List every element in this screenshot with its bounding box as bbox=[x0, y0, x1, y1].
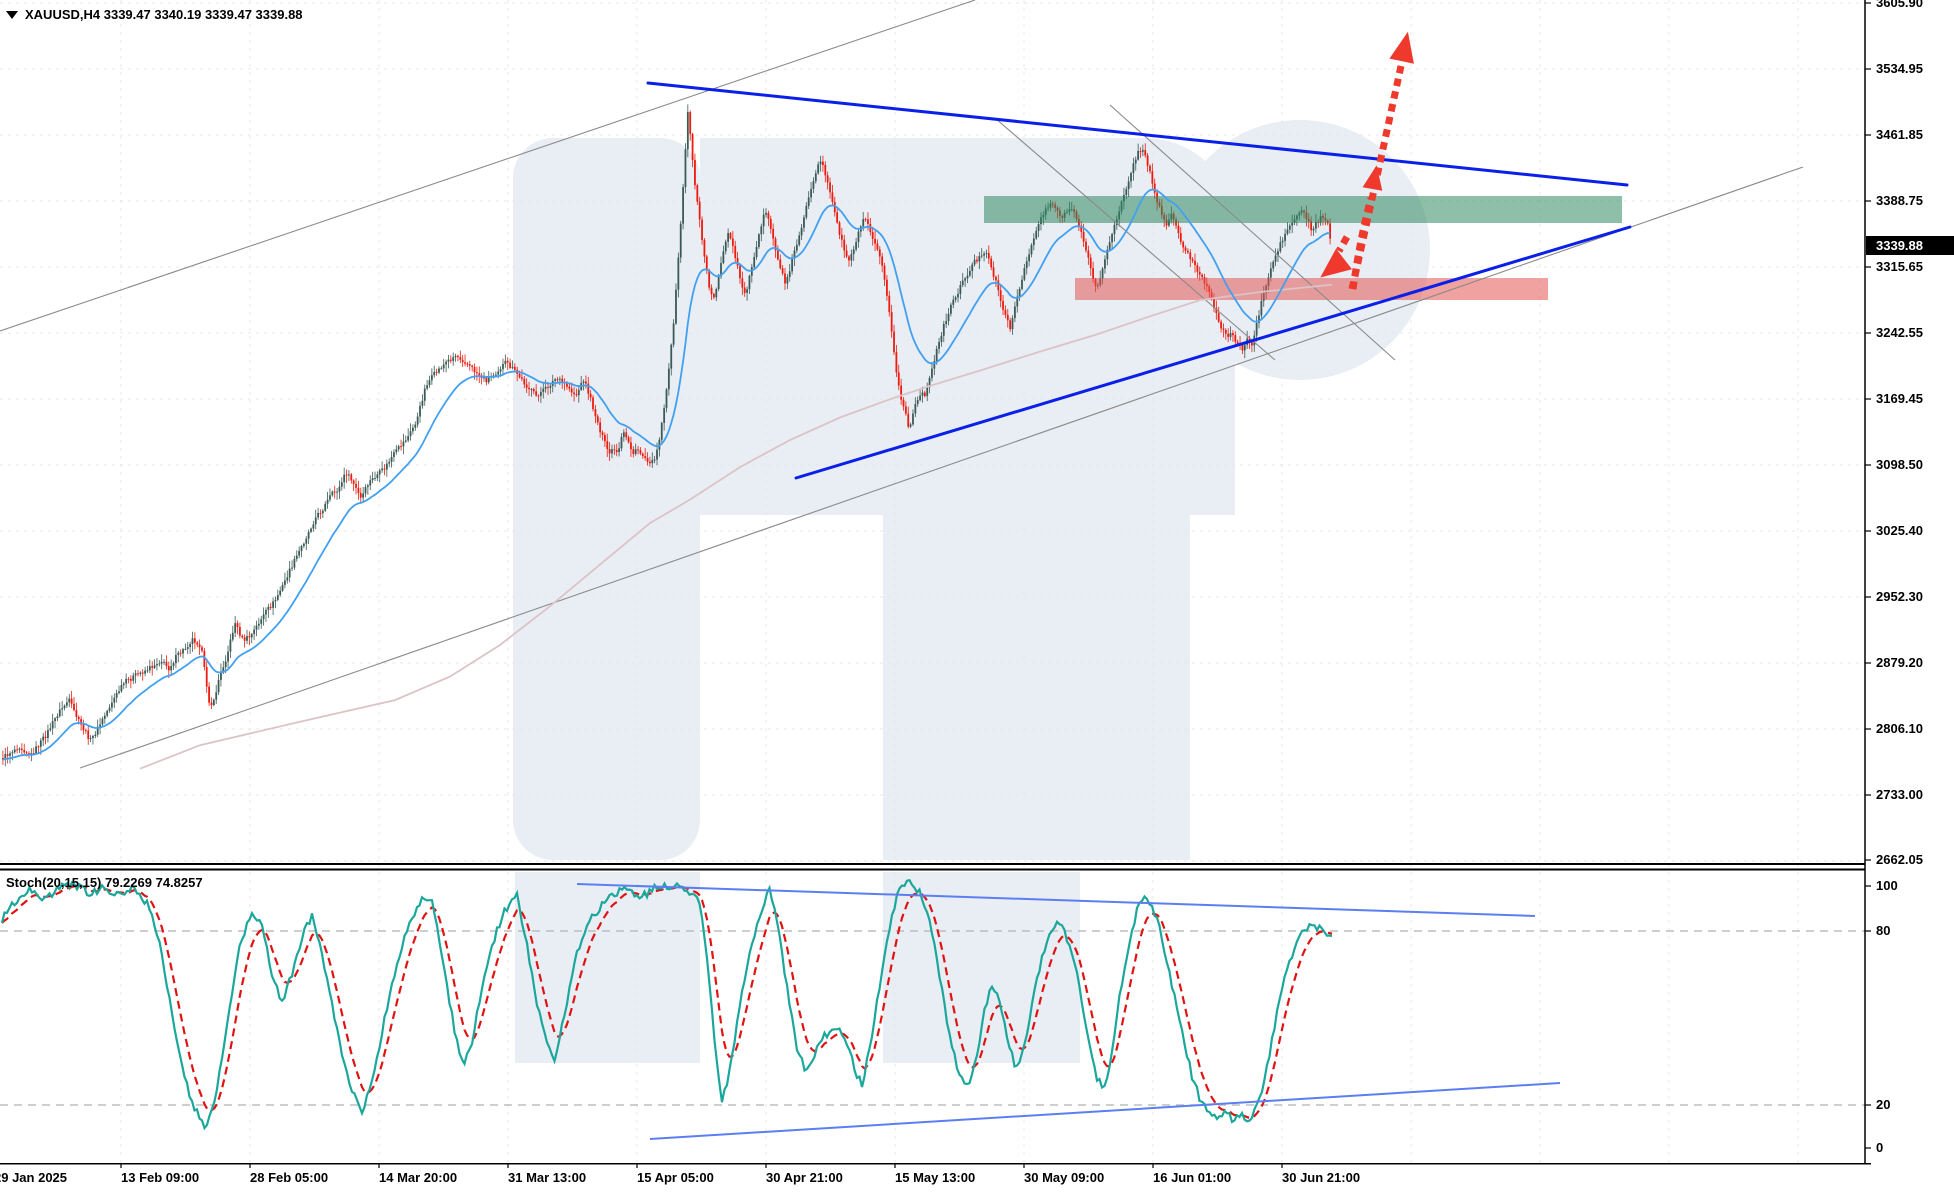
channel-upper bbox=[0, 0, 976, 332]
symbol-ohlc-text: XAUUSD,H4 3339.47 3340.19 3339.47 3339.8… bbox=[25, 7, 303, 22]
price-axis-label: 2879.20 bbox=[1876, 655, 1923, 670]
time-axis-label: 30 May 09:00 bbox=[1024, 1170, 1105, 1185]
watermark-logo bbox=[513, 120, 1430, 1063]
time-axis-label: 15 May 13:00 bbox=[895, 1170, 976, 1185]
steep-channel-1 bbox=[994, 117, 1276, 361]
time-axis-label: 15 Apr 05:00 bbox=[637, 1170, 714, 1185]
time-axis-label: 31 Mar 13:00 bbox=[508, 1170, 587, 1185]
price-axis-label: 3461.85 bbox=[1876, 127, 1923, 142]
pullback-arrow bbox=[1335, 235, 1351, 253]
indicator-label: Stoch(20,15,15) 79.2269 74.8257 bbox=[6, 875, 203, 890]
triangle-trendlines[interactable] bbox=[646, 81, 1632, 480]
steep-channel-2 bbox=[1109, 104, 1396, 361]
symbol-marker-icon[interactable] bbox=[6, 10, 18, 19]
stoch-axis-label: 0 bbox=[1876, 1140, 1884, 1155]
time-axis-label: 29 Jan 2025 bbox=[0, 1170, 68, 1185]
stochastic-series bbox=[0, 878, 1561, 1140]
price-axis-label: 2662.05 bbox=[1876, 852, 1923, 867]
chart-frame bbox=[0, 0, 1871, 1168]
time-axis-label: 14 Mar 20:00 bbox=[379, 1170, 458, 1185]
price-axis-label: 3098.50 bbox=[1876, 457, 1923, 472]
time-axis-label: 28 Feb 05:00 bbox=[250, 1170, 329, 1185]
triangle-lower bbox=[794, 225, 1632, 480]
slow-ma-line bbox=[139, 283, 1333, 770]
time-axis-label: 30 Jun 21:00 bbox=[1282, 1170, 1361, 1185]
price-axis-label: 3315.65 bbox=[1876, 259, 1923, 274]
projection-arrows[interactable] bbox=[1320, 31, 1414, 290]
stoch-axis-label: 100 bbox=[1876, 878, 1898, 893]
symbol-title: XAUUSD,H4 3339.47 3340.19 3339.47 3339.8… bbox=[6, 7, 303, 22]
price-axis-label: 3605.90 bbox=[1876, 0, 1923, 10]
price-axis-label: 3534.95 bbox=[1876, 61, 1923, 76]
stoch-axis-label: 20 bbox=[1876, 1097, 1891, 1112]
channel-lower bbox=[79, 166, 1804, 769]
time-axis-label: 16 Jun 01:00 bbox=[1153, 1170, 1232, 1185]
support-zone bbox=[1075, 278, 1548, 300]
price-axis-label: 2806.10 bbox=[1876, 721, 1923, 736]
price-axis-label: 3025.40 bbox=[1876, 523, 1923, 538]
price-axis-label: 3388.75 bbox=[1876, 193, 1923, 208]
triangle-upper bbox=[646, 81, 1629, 187]
price-axis-label: 2733.00 bbox=[1876, 787, 1923, 802]
stoch-wedge-upper bbox=[576, 883, 1536, 917]
resistance-zone bbox=[984, 196, 1622, 223]
price-axis-label: 2952.30 bbox=[1876, 589, 1923, 604]
stoch-axis-label: 80 bbox=[1876, 923, 1891, 938]
time-axis-label: 13 Feb 09:00 bbox=[121, 1170, 200, 1185]
price-axis-label: 3242.55 bbox=[1876, 325, 1923, 340]
price-axis-label: 3169.45 bbox=[1876, 391, 1923, 406]
current-price-tag: 3339.88 bbox=[1866, 236, 1954, 255]
gray-trendlines[interactable] bbox=[0, 0, 1804, 769]
stoch-wedge-lower bbox=[649, 1082, 1561, 1140]
time-axis-label: 30 Apr 21:00 bbox=[766, 1170, 843, 1185]
candlestick-series bbox=[2, 104, 1331, 767]
fast-ma-line bbox=[2, 188, 1331, 761]
